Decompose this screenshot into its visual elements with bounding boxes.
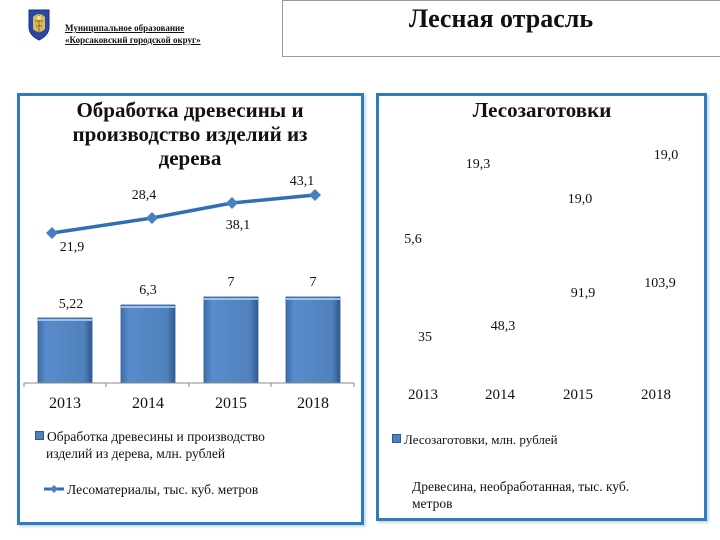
right-legend-line-item: Древесина, необработанная, тыс. куб. мет… bbox=[412, 479, 630, 511]
left-bar-label-2013: 5,22 bbox=[58, 297, 84, 312]
title-frame bbox=[282, 0, 720, 57]
left-chart-title: Обработка древесины и производство издел… bbox=[72, 98, 308, 170]
org-line-1: Муниципальное образование bbox=[65, 23, 185, 33]
right-x-label-2015: 2015 bbox=[563, 387, 593, 403]
right-line-label-2014: 19,3 bbox=[465, 157, 491, 172]
right-chart-title: Лесозаготовки bbox=[472, 98, 612, 122]
coat-of-arms-icon bbox=[28, 9, 50, 41]
left-line-label-2013: 21,9 bbox=[59, 240, 85, 255]
left-x-label-2015: 2015 bbox=[215, 395, 247, 412]
bar-2018 bbox=[285, 296, 341, 384]
right-chart-panel bbox=[376, 93, 707, 521]
right-x-label-2013: 2013 bbox=[408, 387, 438, 403]
left-line-label-2015: 38,1 bbox=[225, 218, 251, 233]
left-bar-label-2015: 7 bbox=[227, 275, 235, 290]
left-line-label-2018: 43,1 bbox=[289, 174, 315, 189]
left-bar-label-2018: 7 bbox=[309, 275, 317, 290]
right-bar-label-2013: 35 bbox=[418, 330, 432, 345]
right-line-label-2013: 5,6 bbox=[404, 232, 422, 247]
right-x-label-2014: 2014 bbox=[485, 387, 515, 403]
left-legend-line-item: Лесоматериалы, тыс. куб. метров bbox=[67, 482, 259, 497]
slide-title: Лесная отрасль bbox=[408, 4, 594, 33]
right-bar-label-2018: 103,9 bbox=[644, 276, 676, 291]
right-legend-bar-item: Лесозаготовки, млн. рублей bbox=[392, 431, 558, 448]
bar-2014 bbox=[120, 304, 176, 384]
right-bar-label-2015: 91,9 bbox=[570, 286, 596, 301]
right-x-label-2018: 2018 bbox=[641, 387, 671, 403]
left-bars bbox=[37, 296, 341, 384]
left-x-label-2013: 2013 bbox=[49, 395, 81, 412]
bar-2015 bbox=[203, 296, 259, 384]
bar-swatch-icon bbox=[392, 434, 401, 443]
left-legend-line-marker bbox=[44, 485, 64, 493]
left-x-label-2014: 2014 bbox=[132, 395, 164, 412]
bar-2013 bbox=[37, 317, 93, 384]
left-line-label-2014: 28,4 bbox=[131, 188, 157, 203]
left-bar-label-2014: 6,3 bbox=[139, 283, 157, 298]
right-bar-label-2014: 48,3 bbox=[490, 319, 516, 334]
left-legend-bar-item: Обработка древесины и производство издел… bbox=[35, 428, 265, 462]
left-line-series bbox=[51, 193, 316, 235]
left-x-label-2018: 2018 bbox=[297, 395, 329, 412]
org-line-2: «Корсаковский городской округ» bbox=[65, 35, 201, 45]
organization-name: Муниципальное образование «Корсаковский … bbox=[65, 22, 201, 46]
right-line-label-2018: 19,0 bbox=[653, 148, 679, 163]
right-line-label-2015: 19,0 bbox=[567, 192, 593, 207]
bar-swatch-icon bbox=[35, 431, 44, 440]
